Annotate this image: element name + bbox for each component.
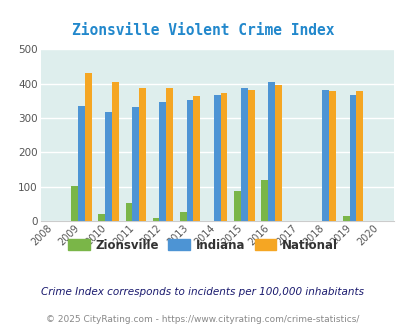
Bar <box>342 216 349 221</box>
Bar <box>112 82 118 221</box>
Text: Zionsville Violent Crime Index: Zionsville Violent Crime Index <box>72 23 333 38</box>
Bar <box>139 88 145 221</box>
Bar <box>328 91 335 221</box>
Bar <box>213 95 220 221</box>
Bar <box>159 102 166 221</box>
Bar <box>261 180 267 221</box>
Bar <box>247 90 254 221</box>
Bar <box>349 95 356 221</box>
Bar <box>267 82 274 221</box>
Bar <box>85 73 91 221</box>
Bar <box>356 91 362 221</box>
Bar <box>71 186 78 221</box>
Bar <box>105 112 112 221</box>
Bar <box>132 107 139 221</box>
Bar <box>234 191 241 221</box>
Bar <box>193 96 200 221</box>
Legend: Zionsville, Indiana, National: Zionsville, Indiana, National <box>64 234 341 256</box>
Bar <box>186 100 193 221</box>
Bar <box>220 93 227 221</box>
Bar <box>125 203 132 221</box>
Bar <box>179 212 186 221</box>
Bar <box>274 85 281 221</box>
Bar <box>241 88 247 221</box>
Text: Crime Index corresponds to incidents per 100,000 inhabitants: Crime Index corresponds to incidents per… <box>41 287 364 297</box>
Bar <box>98 214 105 221</box>
Text: © 2025 CityRating.com - https://www.cityrating.com/crime-statistics/: © 2025 CityRating.com - https://www.city… <box>46 315 359 324</box>
Bar <box>78 106 85 221</box>
Bar <box>166 88 173 221</box>
Bar <box>322 90 328 221</box>
Bar <box>152 218 159 221</box>
